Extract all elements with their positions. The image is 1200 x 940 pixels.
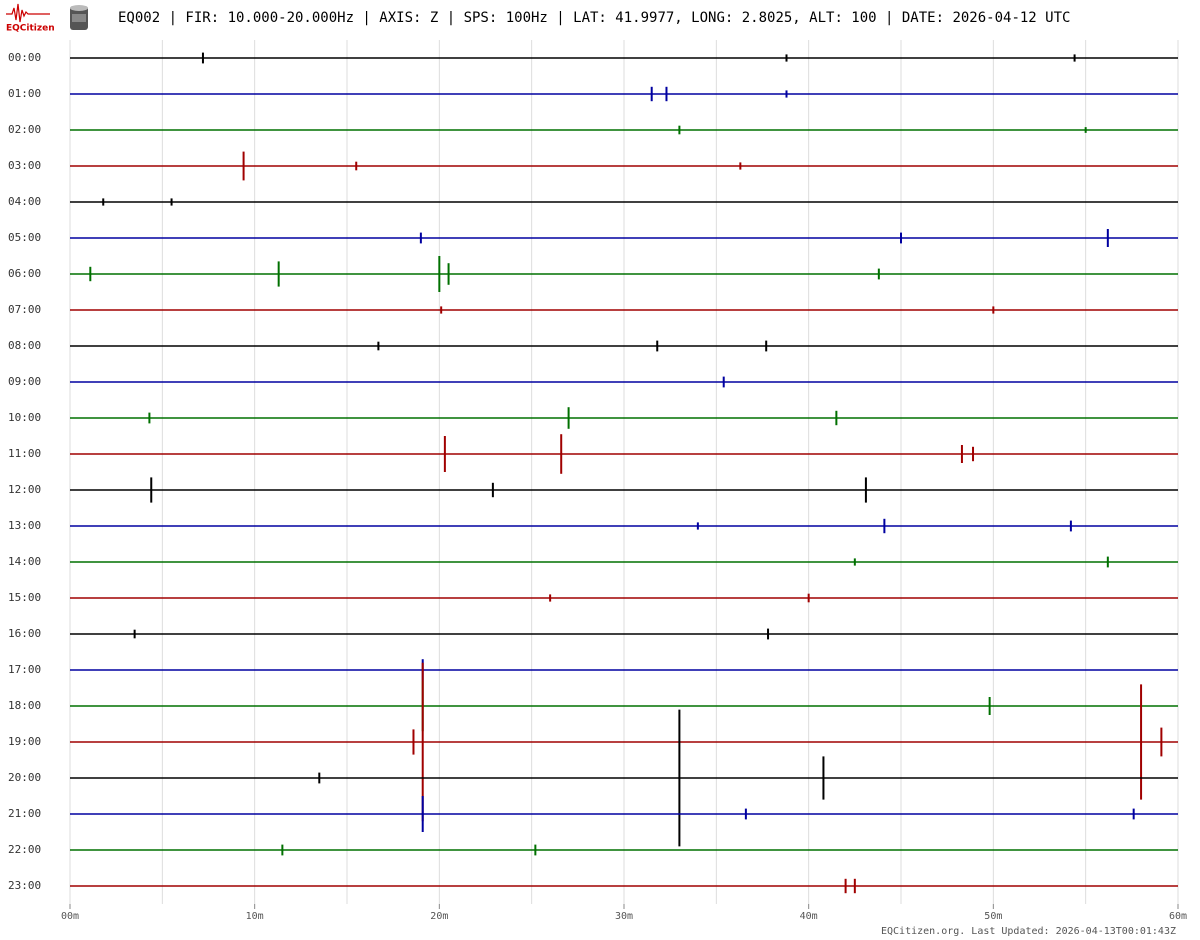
trace bbox=[70, 593, 1178, 603]
hour-label: 14:00 bbox=[8, 555, 41, 568]
hour-label: 22:00 bbox=[8, 843, 41, 856]
hour-label: 08:00 bbox=[8, 339, 41, 352]
trace bbox=[70, 86, 1178, 102]
trace bbox=[70, 844, 1178, 856]
hour-label: 13:00 bbox=[8, 519, 41, 532]
logo-icon bbox=[6, 3, 50, 23]
trace bbox=[70, 52, 1178, 64]
hour-label: 09:00 bbox=[8, 375, 41, 388]
trace bbox=[70, 256, 1178, 292]
x-tick-label: 20m bbox=[430, 911, 448, 922]
hour-label: 06:00 bbox=[8, 267, 41, 280]
trace bbox=[70, 151, 1178, 181]
hour-label: 19:00 bbox=[8, 735, 41, 748]
hour-label: 10:00 bbox=[8, 411, 41, 424]
hour-label: 07:00 bbox=[8, 303, 41, 316]
trace bbox=[70, 198, 1178, 206]
trace bbox=[70, 477, 1178, 503]
x-tick-label: 00m bbox=[61, 911, 79, 922]
hour-label: 00:00 bbox=[8, 51, 41, 64]
hour-label: 03:00 bbox=[8, 159, 41, 172]
hour-label: 04:00 bbox=[8, 195, 41, 208]
hour-label: 05:00 bbox=[8, 231, 41, 244]
hour-label: 23:00 bbox=[8, 879, 41, 892]
x-tick-label: 10m bbox=[246, 911, 264, 922]
trace bbox=[70, 340, 1178, 352]
trace bbox=[70, 376, 1178, 388]
x-tick-label: 50m bbox=[984, 911, 1002, 922]
trace bbox=[70, 556, 1178, 568]
chart-title: EQ002 | FIR: 10.000-20.000Hz | AXIS: Z |… bbox=[118, 10, 1070, 26]
hour-label: 15:00 bbox=[8, 591, 41, 604]
sensor-icon bbox=[70, 5, 88, 30]
logo-text: EQCitizen bbox=[6, 24, 55, 34]
x-tick-label: 40m bbox=[800, 911, 818, 922]
trace bbox=[70, 709, 1178, 847]
footer: EQCitizen.org. Last Updated: 2026-04-13T… bbox=[881, 926, 1176, 937]
hour-label: 12:00 bbox=[8, 483, 41, 496]
hour-label: 17:00 bbox=[8, 663, 41, 676]
trace bbox=[70, 434, 1178, 474]
trace bbox=[70, 796, 1178, 832]
trace bbox=[70, 407, 1178, 429]
hour-label: 18:00 bbox=[8, 699, 41, 712]
x-tick-label: 30m bbox=[615, 911, 633, 922]
trace bbox=[70, 125, 1178, 135]
hour-label: 16:00 bbox=[8, 627, 41, 640]
hour-label: 11:00 bbox=[8, 447, 41, 460]
trace bbox=[70, 628, 1178, 640]
trace bbox=[70, 306, 1178, 314]
trace bbox=[70, 518, 1178, 534]
trace bbox=[70, 229, 1178, 247]
x-tick-label: 60m bbox=[1169, 911, 1187, 922]
hour-label: 20:00 bbox=[8, 771, 41, 784]
trace bbox=[70, 878, 1178, 894]
hour-label: 01:00 bbox=[8, 87, 41, 100]
hour-label: 02:00 bbox=[8, 123, 41, 136]
trace bbox=[70, 662, 1178, 822]
hour-label: 21:00 bbox=[8, 807, 41, 820]
